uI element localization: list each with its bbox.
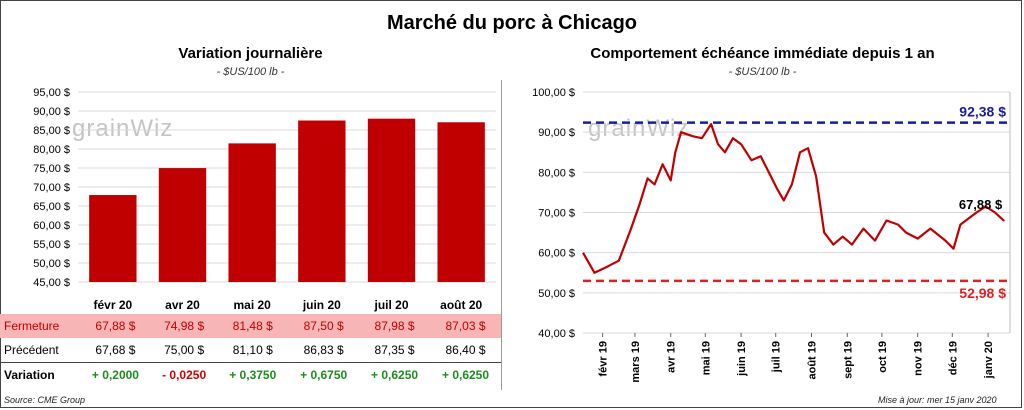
- variation-value: + 0,2000: [91, 368, 139, 382]
- bar: [158, 168, 207, 282]
- y-tick-label: 80,00 $: [538, 167, 575, 179]
- x-tick-label: juil 19: [771, 341, 783, 373]
- x-tick-label: oct 19: [877, 341, 889, 373]
- y-tick-label: 90,00 $: [538, 127, 575, 139]
- y-tick-label: 75,00 $: [33, 163, 70, 175]
- x-tick-label: mars 19: [630, 341, 642, 383]
- bar: [367, 118, 416, 282]
- close-value: 87,50 $: [288, 314, 360, 338]
- previous-value: 75,00 $: [150, 338, 218, 363]
- previous-value: 87,35 $: [359, 338, 431, 363]
- close-label: Fermeture: [0, 314, 80, 338]
- close-value: 74,98 $: [150, 314, 218, 338]
- y-tick-label: 40,00 $: [538, 328, 575, 340]
- close-value: 87,03 $: [430, 314, 501, 338]
- variation-row: Variation + 0,2000 - 0,0250 + 0,3750 + 0…: [0, 363, 501, 388]
- y-tick-label: 50,00 $: [538, 288, 575, 300]
- x-tick-label: avr 20: [165, 298, 200, 312]
- y-tick-label: 70,00 $: [33, 182, 70, 194]
- y-tick-label: 55,00 $: [33, 239, 70, 251]
- x-tick-label: nov 19: [913, 341, 925, 376]
- x-tick-label: juin 20: [302, 298, 341, 312]
- previous-value: 81,10 $: [217, 338, 289, 363]
- y-tick-label: 45,00 $: [33, 277, 70, 289]
- bar: [228, 143, 276, 282]
- update-note: Mise à jour: mer 15 janv 2020: [878, 395, 997, 405]
- variation-value: + 0,6250: [371, 368, 419, 382]
- x-tick-label: mai 19: [700, 341, 712, 375]
- min-reference-label: 52,98 $: [959, 285, 1006, 301]
- max-reference-label: 92,38 $: [959, 104, 1006, 120]
- variation-label: Variation: [4, 368, 55, 382]
- previous-row: Précédent 67,68 $ 75,00 $ 81,10 $ 86,83 …: [0, 338, 501, 363]
- x-tick-label: juil 20: [373, 298, 408, 312]
- close-value: 87,98 $: [359, 314, 431, 338]
- variation-value: + 0,3750: [229, 368, 277, 382]
- close-value: 81,48 $: [217, 314, 289, 338]
- x-tick-label: août 20: [440, 298, 482, 312]
- previous-value: 86,40 $: [430, 338, 501, 363]
- x-tick-label: févr 19: [598, 341, 610, 376]
- bar: [437, 122, 485, 282]
- y-tick-label: 50,00 $: [33, 258, 70, 270]
- previous-value: 67,68 $: [80, 338, 151, 363]
- y-tick-label: 85,00 $: [33, 125, 70, 137]
- price-table: Fermeture 67,88 $ 74,98 $ 81,48 $ 87,50 …: [0, 314, 501, 387]
- grainwiz-logo-right: grainWiz: [588, 115, 690, 142]
- last-value-label: 67,88 $: [959, 197, 1003, 212]
- x-tick-label: mai 20: [233, 298, 271, 312]
- x-tick-label: avr 19: [666, 341, 678, 373]
- variation-value: + 0,6750: [300, 368, 348, 382]
- y-tick-label: 100,00 $: [532, 87, 575, 99]
- y-tick-label: 95,00 $: [33, 87, 70, 99]
- right-unit: - $US/100 lb -: [728, 66, 797, 78]
- page-title: Marché du porc à Chicago: [386, 12, 638, 34]
- close-row: Fermeture 67,88 $ 74,98 $ 81,48 $ 87,50 …: [0, 314, 501, 338]
- line-chart: 40,00 $ 50,00 $ 60,00 $ 70,00 $ 80,00 $ 90,00…: [532, 87, 1011, 383]
- x-tick-label: août 19: [807, 341, 819, 380]
- source-note: Source: CME Group: [4, 395, 86, 405]
- x-tick-label: janv 20: [983, 341, 995, 379]
- x-tick-label: févr 20: [93, 298, 132, 312]
- left-subtitle: Variation journalière: [178, 45, 323, 62]
- y-tick-label: 60,00 $: [538, 248, 575, 260]
- price-series-line: [582, 122, 1005, 274]
- variation-value: + 0,6250: [441, 368, 490, 382]
- bar: [89, 195, 137, 282]
- previous-value: 86,83 $: [288, 338, 360, 363]
- y-tick-label: 80,00 $: [33, 144, 70, 156]
- bar-chart: 45,00 $ 50,00 $ 55,00 $ 60,00 $ 65,00 $ 70,00…: [33, 87, 496, 312]
- close-value: 67,88 $: [80, 314, 151, 338]
- panel-divider: [501, 80, 502, 390]
- x-tick-label: sept 19: [842, 341, 854, 379]
- grainwiz-logo-left: grainWiz: [72, 115, 174, 142]
- y-tick-label: 90,00 $: [33, 106, 70, 118]
- y-tick-label: 70,00 $: [538, 208, 575, 220]
- y-tick-label: 60,00 $: [33, 220, 70, 232]
- right-subtitle: Comportement échéance immédiate depuis 1…: [590, 45, 935, 62]
- x-tick-label: juin 19: [736, 341, 748, 377]
- variation-value: - 0,0250: [162, 368, 207, 382]
- left-unit: - $US/100 lb -: [216, 66, 285, 78]
- previous-label: Précédent: [0, 338, 80, 363]
- bar: [298, 120, 346, 282]
- y-tick-label: 65,00 $: [33, 201, 70, 213]
- x-tick-label: déc 19: [947, 341, 959, 375]
